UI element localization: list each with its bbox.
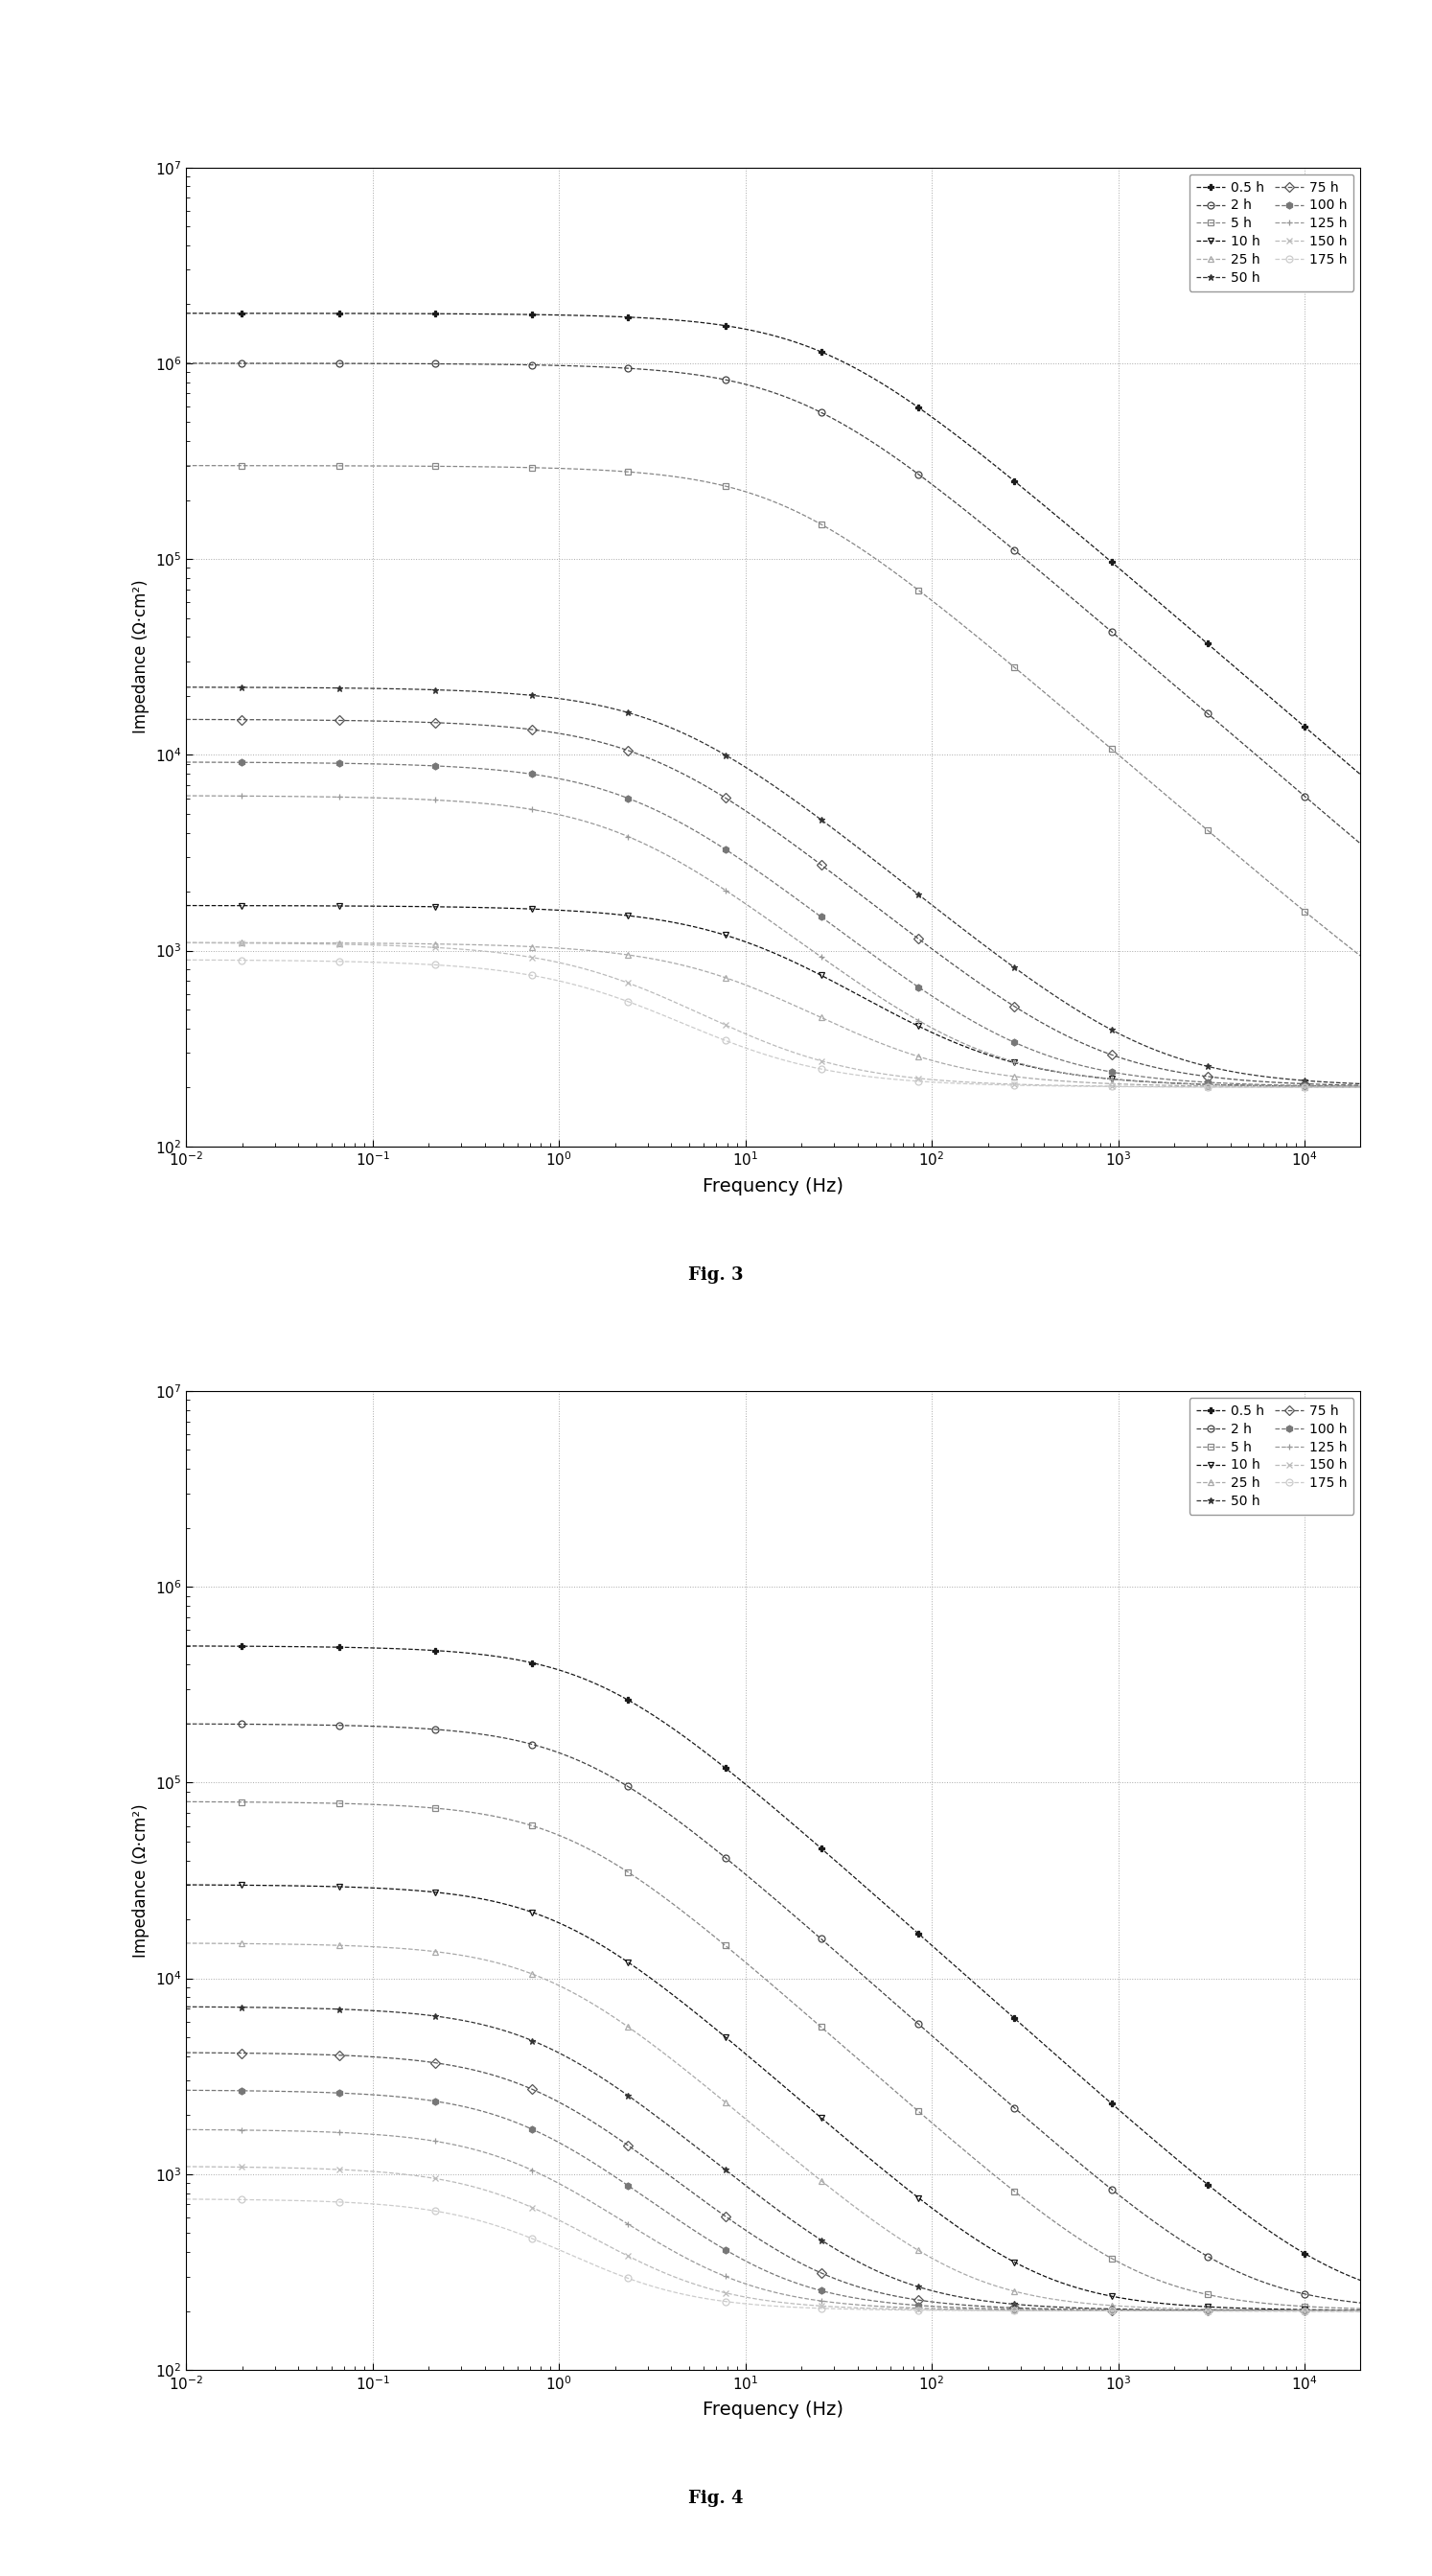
- Y-axis label: Impedance (Ω·cm²): Impedance (Ω·cm²): [132, 1803, 149, 1958]
- Text: Fig. 3: Fig. 3: [689, 1267, 743, 1283]
- X-axis label: Frequency (Hz): Frequency (Hz): [703, 2401, 843, 2419]
- Legend: 0.5 h, 2 h, 5 h, 10 h, 25 h, 50 h, 75 h, 100 h, 125 h, 150 h, 175 h: 0.5 h, 2 h, 5 h, 10 h, 25 h, 50 h, 75 h,…: [1189, 175, 1353, 291]
- Legend: 0.5 h, 2 h, 5 h, 10 h, 25 h, 50 h, 75 h, 100 h, 125 h, 150 h, 175 h: 0.5 h, 2 h, 5 h, 10 h, 25 h, 50 h, 75 h,…: [1189, 1399, 1353, 1515]
- X-axis label: Frequency (Hz): Frequency (Hz): [703, 1177, 843, 1195]
- Text: Fig. 4: Fig. 4: [689, 2491, 743, 2506]
- Y-axis label: Impedance (Ω·cm²): Impedance (Ω·cm²): [132, 580, 149, 734]
